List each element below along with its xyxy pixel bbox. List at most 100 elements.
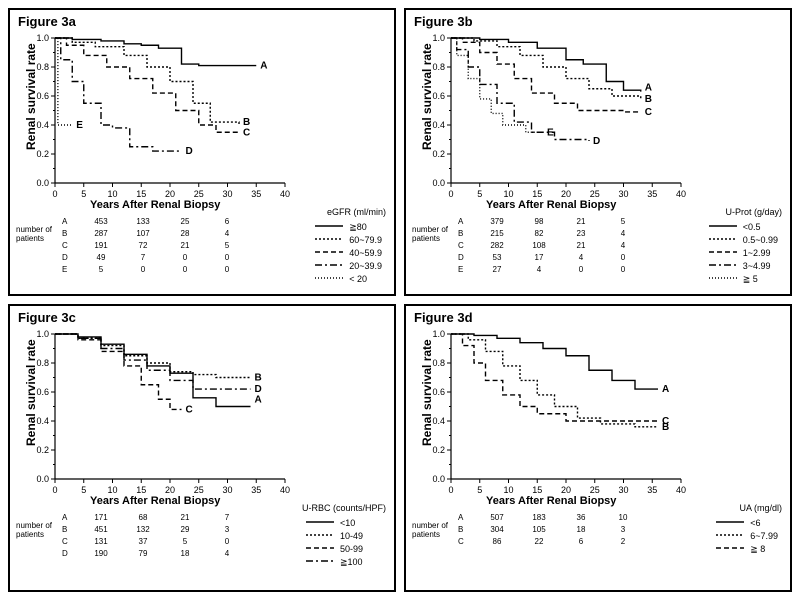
svg-text:C: C — [662, 416, 669, 427]
svg-text:0.8: 0.8 — [36, 358, 49, 368]
svg-text:5: 5 — [81, 189, 86, 199]
svg-text:0.2: 0.2 — [36, 149, 49, 159]
svg-text:10: 10 — [107, 485, 117, 495]
survival-chart: 0.00.20.40.60.81.00510152025303540ABCDE — [10, 30, 396, 210]
svg-text:25: 25 — [194, 189, 204, 199]
survival-chart: 0.00.20.40.60.81.00510152025303540ABC — [406, 326, 792, 506]
svg-text:1.0: 1.0 — [432, 33, 445, 43]
svg-text:20: 20 — [165, 189, 175, 199]
x-axis-label: Years After Renal Biopsy — [486, 199, 616, 211]
np-label: number of patients — [16, 225, 52, 243]
legend-title: eGFR (ml/min) — [311, 207, 386, 218]
survival-chart: 0.0 0.2 0.4 0.6 0.8 1.0 0 5 10 15 20 25 30 35 40 AB C D — [10, 326, 396, 506]
svg-text:0.6: 0.6 — [36, 91, 49, 101]
svg-text:40: 40 — [280, 485, 290, 495]
svg-text:35: 35 — [251, 485, 261, 495]
patients-table: A17168217B451132293C1313750D19079184 — [57, 511, 249, 561]
svg-text:35: 35 — [647, 485, 657, 495]
panel-3: Figure 3dRenal survival rate0.00.20.40.6… — [404, 304, 792, 592]
svg-text:0.0: 0.0 — [36, 178, 49, 188]
svg-text:40: 40 — [280, 189, 290, 199]
svg-text:E: E — [76, 120, 83, 131]
legend: eGFR (ml/min)≧8060~79.940~59.920~39.9< 2… — [311, 207, 386, 287]
svg-text:0.0: 0.0 — [432, 178, 445, 188]
svg-text:0.0: 0.0 — [36, 474, 49, 484]
np-label: number of patients — [16, 521, 52, 539]
svg-text:0.0: 0.0 — [432, 474, 445, 484]
svg-text:5: 5 — [81, 485, 86, 495]
survival-chart: 0.00.20.40.60.81.00510152025303540ABCDE — [406, 30, 792, 210]
svg-text:15: 15 — [136, 189, 146, 199]
x-axis-label: Years After Renal Biopsy — [486, 495, 616, 507]
svg-text:C: C — [186, 404, 193, 415]
svg-text:0.4: 0.4 — [36, 416, 49, 426]
svg-text:1.0: 1.0 — [36, 329, 49, 339]
svg-text:20: 20 — [561, 485, 571, 495]
svg-text:25: 25 — [590, 189, 600, 199]
x-axis-label: Years After Renal Biopsy — [90, 199, 220, 211]
svg-text:25: 25 — [194, 485, 204, 495]
svg-text:5: 5 — [477, 485, 482, 495]
svg-text:1.0: 1.0 — [432, 329, 445, 339]
svg-text:20: 20 — [165, 485, 175, 495]
svg-text:0.8: 0.8 — [432, 62, 445, 72]
svg-text:A: A — [260, 61, 267, 72]
svg-text:10: 10 — [107, 189, 117, 199]
svg-text:0.4: 0.4 — [432, 120, 445, 130]
np-label: number of patients — [412, 225, 448, 243]
x-axis-label: Years After Renal Biopsy — [90, 495, 220, 507]
svg-text:0: 0 — [448, 189, 453, 199]
svg-text:D: D — [186, 146, 193, 157]
svg-text:1.0: 1.0 — [36, 33, 49, 43]
svg-text:A: A — [662, 384, 669, 395]
patients-table: A453133256B287107284C19172215D49700E5000 — [57, 215, 249, 277]
patients-table: A5071833610B304105183C862262 — [453, 511, 645, 549]
svg-text:0.8: 0.8 — [36, 62, 49, 72]
svg-text:0.6: 0.6 — [36, 387, 49, 397]
svg-text:30: 30 — [618, 189, 628, 199]
svg-text:15: 15 — [532, 485, 542, 495]
svg-text:15: 15 — [136, 485, 146, 495]
legend: UA (mg/dl)<66~7.99≧ 8 — [712, 503, 782, 557]
svg-text:30: 30 — [618, 485, 628, 495]
legend: U-RBC (counts/HPF)<1010-4950-99≧100 — [302, 503, 386, 570]
panel-title: Figure 3a — [18, 14, 76, 29]
svg-text:10: 10 — [503, 485, 513, 495]
svg-text:E: E — [547, 127, 554, 138]
svg-text:D: D — [593, 136, 600, 147]
svg-text:30: 30 — [222, 485, 232, 495]
svg-text:30: 30 — [222, 189, 232, 199]
svg-text:C: C — [645, 107, 652, 118]
svg-text:0.4: 0.4 — [432, 416, 445, 426]
svg-text:20: 20 — [561, 189, 571, 199]
svg-text:0.2: 0.2 — [432, 445, 445, 455]
panel-1: Figure 3bRenal survival rate0.00.20.40.6… — [404, 8, 792, 296]
svg-text:0.4: 0.4 — [36, 120, 49, 130]
svg-text:0.8: 0.8 — [432, 358, 445, 368]
svg-text:10: 10 — [503, 189, 513, 199]
svg-text:0.6: 0.6 — [432, 91, 445, 101]
panel-0: Figure 3aRenal survival rate0.00.20.40.6… — [8, 8, 396, 296]
np-label: number of patients — [412, 521, 448, 539]
svg-text:B: B — [255, 373, 262, 384]
svg-text:0: 0 — [52, 189, 57, 199]
svg-text:25: 25 — [590, 485, 600, 495]
svg-text:B: B — [645, 94, 652, 105]
legend-title: U-Prot (g/day) — [705, 207, 782, 218]
svg-text:5: 5 — [477, 189, 482, 199]
svg-text:D: D — [255, 384, 262, 395]
legend-title: U-RBC (counts/HPF) — [302, 503, 386, 514]
svg-text:0: 0 — [52, 485, 57, 495]
patients-table: A37998215B21582234C282108214D531740E2740… — [453, 215, 645, 277]
svg-text:A: A — [645, 82, 652, 93]
svg-text:35: 35 — [647, 189, 657, 199]
legend: U-Prot (g/day)<0.50.5~0.991~2.993~4.99≧ … — [705, 207, 782, 287]
svg-text:40: 40 — [676, 485, 686, 495]
panel-title: Figure 3d — [414, 310, 473, 325]
svg-text:0.6: 0.6 — [432, 387, 445, 397]
svg-text:40: 40 — [676, 189, 686, 199]
svg-text:0.2: 0.2 — [36, 445, 49, 455]
svg-text:A: A — [255, 394, 262, 405]
svg-text:0: 0 — [448, 485, 453, 495]
figure-grid: Figure 3aRenal survival rate0.00.20.40.6… — [8, 8, 792, 592]
